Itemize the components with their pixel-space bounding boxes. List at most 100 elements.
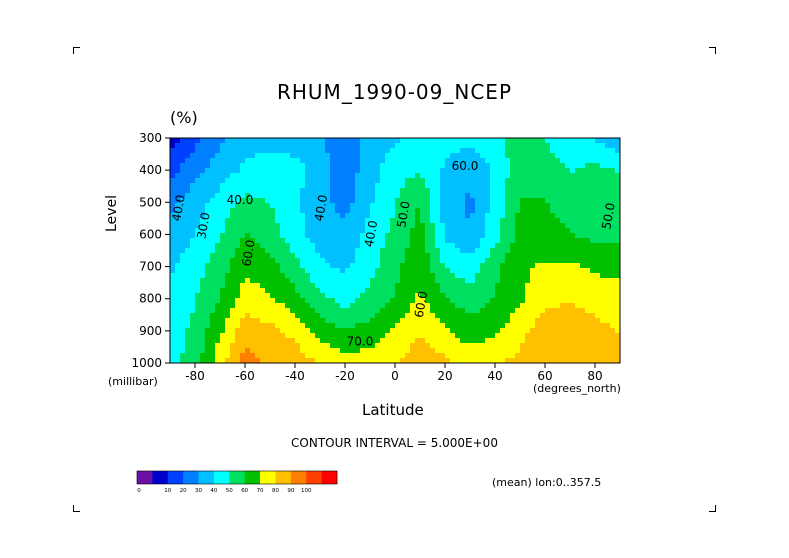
heatmap-cell — [395, 228, 401, 234]
heatmap-cell — [405, 268, 411, 274]
heatmap-cell — [265, 173, 271, 179]
heatmap-cell — [450, 338, 456, 344]
heatmap-cell — [390, 268, 396, 274]
heatmap-cell — [510, 238, 516, 244]
heatmap-cell — [350, 138, 356, 144]
heatmap-cell — [560, 258, 566, 264]
heatmap-cell — [445, 223, 451, 229]
heatmap-cell — [350, 343, 356, 349]
heatmap-cell — [385, 263, 391, 269]
heatmap-cell — [585, 233, 591, 239]
heatmap-cell — [540, 198, 546, 204]
heatmap-cell — [345, 218, 351, 224]
heatmap-cell — [485, 243, 491, 249]
heatmap-cell — [535, 278, 541, 284]
heatmap-cell — [450, 148, 456, 154]
heatmap-cell — [345, 243, 351, 249]
heatmap-cell — [580, 343, 586, 349]
heatmap-cell — [375, 293, 381, 299]
heatmap-cell — [185, 303, 191, 309]
heatmap-cell — [430, 278, 436, 284]
heatmap-cell — [490, 273, 496, 279]
heatmap-cell — [375, 243, 381, 249]
heatmap-cell — [565, 198, 571, 204]
heatmap-cell — [245, 138, 251, 144]
heatmap-cell — [515, 168, 521, 174]
heatmap-cell — [445, 238, 451, 244]
heatmap-cell — [195, 148, 201, 154]
heatmap-cell — [465, 238, 471, 244]
heatmap-cell — [175, 213, 181, 219]
heatmap-cell — [315, 213, 321, 219]
heatmap-cell — [220, 208, 226, 214]
heatmap-cell — [295, 163, 301, 169]
heatmap-cell — [545, 338, 551, 344]
heatmap-cell — [180, 223, 186, 229]
heatmap-cell — [280, 303, 286, 309]
heatmap-cell — [410, 158, 416, 164]
heatmap-cell — [545, 143, 551, 149]
heatmap-cell — [365, 228, 371, 234]
heatmap-cell — [570, 168, 576, 174]
heatmap-cell — [240, 288, 246, 294]
y-tick-label: 700 — [139, 260, 162, 274]
heatmap-cell — [250, 218, 256, 224]
heatmap-cell — [485, 213, 491, 219]
heatmap-cell — [450, 248, 456, 254]
heatmap-cell — [435, 163, 441, 169]
heatmap-cell — [305, 218, 311, 224]
heatmap-cell — [185, 288, 191, 294]
heatmap-cell — [320, 263, 326, 269]
heatmap-cell — [365, 308, 371, 314]
heatmap-cell — [440, 208, 446, 214]
heatmap-cell — [505, 303, 511, 309]
heatmap-cell — [555, 258, 561, 264]
heatmap-cell — [260, 148, 266, 154]
heatmap-cell — [375, 188, 381, 194]
heatmap-cell — [325, 213, 331, 219]
heatmap-cell — [185, 308, 191, 314]
heatmap-cell — [265, 143, 271, 149]
heatmap-cell — [250, 278, 256, 284]
heatmap-cell — [180, 188, 186, 194]
heatmap-cell — [455, 263, 461, 269]
heatmap-cell — [360, 298, 366, 304]
heatmap-cell — [585, 273, 591, 279]
heatmap-cell — [405, 153, 411, 159]
heatmap-cell — [530, 263, 536, 269]
heatmap-cell — [190, 283, 196, 289]
heatmap-cell — [410, 343, 416, 349]
heatmap-cell — [425, 188, 431, 194]
colorbar-swatch — [137, 471, 153, 484]
heatmap-cell — [260, 193, 266, 199]
heatmap-cell — [510, 293, 516, 299]
heatmap-cell — [320, 313, 326, 319]
heatmap-cell — [395, 358, 401, 363]
heatmap-cell — [335, 183, 341, 189]
heatmap-cell — [225, 158, 231, 164]
heatmap-cell — [300, 278, 306, 284]
heatmap-cell — [565, 353, 571, 359]
heatmap-cell — [280, 243, 286, 249]
heatmap-cell — [180, 358, 186, 363]
heatmap-cell — [350, 158, 356, 164]
contour-label: 40.0 — [312, 194, 330, 223]
heatmap-cell — [400, 188, 406, 194]
heatmap-cell — [535, 153, 541, 159]
heatmap-cell — [265, 218, 271, 224]
heatmap-cell — [455, 338, 461, 344]
heatmap-cell — [485, 328, 491, 334]
heatmap-cell — [545, 283, 551, 289]
heatmap-cell — [335, 193, 341, 199]
heatmap-cell — [435, 293, 441, 299]
heatmap-cell — [290, 283, 296, 289]
heatmap-cell — [305, 308, 311, 314]
heatmap-cell — [220, 338, 226, 344]
heatmap-cell — [365, 263, 371, 269]
heatmap-cell — [595, 183, 601, 189]
heatmap-cell — [190, 323, 196, 329]
heatmap-cell — [525, 248, 531, 254]
heatmap-cell — [175, 208, 181, 214]
heatmap-cell — [415, 253, 421, 259]
heatmap-cell — [300, 183, 306, 189]
